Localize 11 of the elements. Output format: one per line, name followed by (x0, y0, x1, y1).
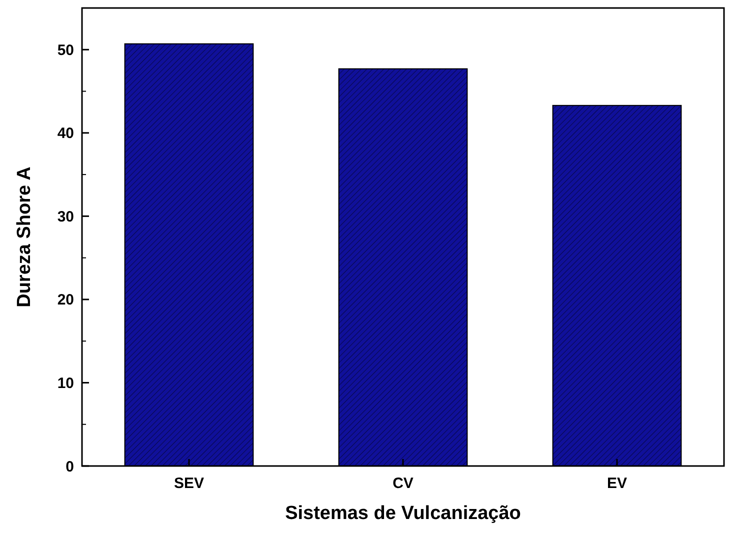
x-tick-label: EV (606, 475, 628, 492)
y-tick-label: 0 (66, 458, 74, 476)
y-tick-label: 10 (57, 374, 74, 392)
y-tick-label: 30 (57, 208, 74, 226)
x-tick-label: SEV (174, 475, 204, 492)
y-tick-label: 40 (57, 125, 74, 142)
x-tick-label: CV (392, 475, 414, 492)
x-axis-title: Sistemas de Vulcanização (285, 503, 521, 524)
y-tick-label: 50 (57, 42, 74, 59)
y-tick-label: 20 (57, 292, 74, 309)
y-axis-title: Dureza Shore A (14, 166, 35, 308)
